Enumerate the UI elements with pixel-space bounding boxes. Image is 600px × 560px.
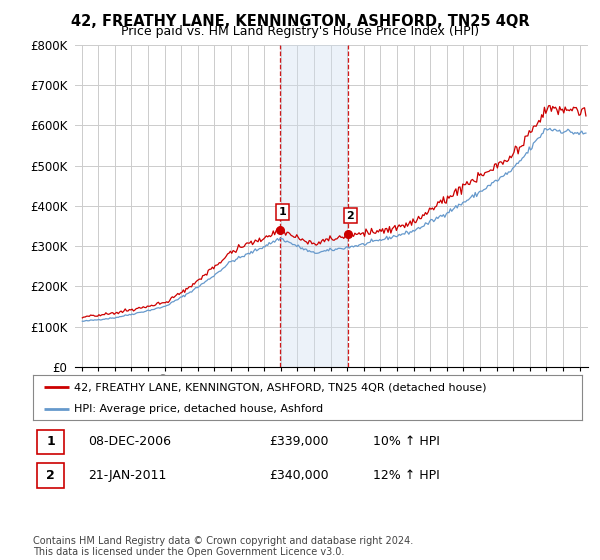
Text: Contains HM Land Registry data © Crown copyright and database right 2024.
This d: Contains HM Land Registry data © Crown c… <box>33 535 413 557</box>
Text: 2: 2 <box>347 211 355 221</box>
Text: Price paid vs. HM Land Registry's House Price Index (HPI): Price paid vs. HM Land Registry's House … <box>121 25 479 38</box>
FancyBboxPatch shape <box>37 430 64 454</box>
FancyBboxPatch shape <box>37 463 64 488</box>
Text: £340,000: £340,000 <box>269 469 329 482</box>
Text: 12% ↑ HPI: 12% ↑ HPI <box>373 469 440 482</box>
Text: 1: 1 <box>46 435 55 449</box>
Text: 42, FREATHY LANE, KENNINGTON, ASHFORD, TN25 4QR: 42, FREATHY LANE, KENNINGTON, ASHFORD, T… <box>71 14 529 29</box>
Bar <box>280 45 348 367</box>
Text: 2: 2 <box>46 469 55 482</box>
Text: HPI: Average price, detached house, Ashford: HPI: Average price, detached house, Ashf… <box>74 404 323 414</box>
Text: 1: 1 <box>279 207 287 217</box>
Text: £339,000: £339,000 <box>269 435 329 449</box>
Text: 42, FREATHY LANE, KENNINGTON, ASHFORD, TN25 4QR (detached house): 42, FREATHY LANE, KENNINGTON, ASHFORD, T… <box>74 382 487 393</box>
Text: 21-JAN-2011: 21-JAN-2011 <box>88 469 166 482</box>
Text: 08-DEC-2006: 08-DEC-2006 <box>88 435 171 449</box>
Text: 10% ↑ HPI: 10% ↑ HPI <box>373 435 440 449</box>
